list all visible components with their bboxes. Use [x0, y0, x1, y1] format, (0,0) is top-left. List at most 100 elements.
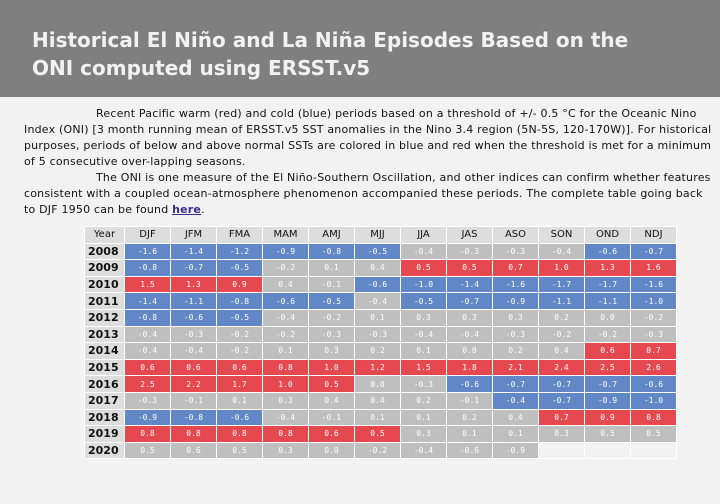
oni-cell: -0.8 [216, 292, 263, 310]
header-jja: JJA [400, 226, 447, 244]
oni-cell: 0.5 [124, 441, 171, 460]
header-mjj: MJJ [354, 226, 401, 244]
oni-cell: -0.2 [262, 325, 309, 344]
oni-cell: -0.9 [492, 292, 539, 310]
oni-cell: 0.7 [630, 342, 677, 360]
oni-cell: -0.8 [170, 408, 217, 427]
oni-cell: -0.9 [492, 441, 539, 460]
oni-cell: 0.1 [446, 425, 493, 443]
year-cell: 2009 [84, 259, 125, 277]
oni-cell: -1.7 [584, 275, 631, 294]
oni-cell: 2.5 [584, 358, 631, 377]
here-link[interactable]: here [172, 203, 202, 216]
table-row: 2008 -1.6 -1.4 -1.2 -0.9 -0.8 -0.5 -0.4 -0.3 -0.3… [84, 242, 677, 261]
title-banner: Historical El Niño and La Niña Episodes … [0, 0, 720, 97]
oni-cell: 0.5 [584, 425, 631, 443]
table-row: 2010 1.5 1.3 0.9 0.4 -0.1 -0.6 -1.0 -1.4 -1.6 -1.7… [84, 275, 677, 294]
oni-cell: 0.6 [308, 425, 355, 443]
table-row: 2016 2.5 2.2 1.7 1.0 0.5 0.0 -0.3 -0.6 -0.7 -0.7 -0… [84, 375, 677, 393]
oni-cell: -0.1 [446, 391, 493, 410]
header-fma: FMA [216, 226, 263, 244]
table-row: 2011 -1.4 -1.1 -0.8 -0.6 -0.5 -0.4 -0.5 -0.7 -0.9… [84, 292, 677, 310]
oni-cell: 0.0 [354, 375, 401, 393]
oni-cell: -1.6 [492, 275, 539, 294]
oni-cell: -0.7 [446, 292, 493, 310]
oni-cell: 0.9 [216, 275, 263, 294]
oni-cell: 0.7 [538, 408, 585, 427]
oni-cell: 1.7 [216, 375, 263, 393]
header-year: Year [84, 226, 125, 244]
oni-cell: -0.3 [492, 325, 539, 344]
oni-cell: 0.6 [124, 358, 171, 377]
oni-cell: 0.6 [170, 441, 217, 460]
oni-cell: -0.2 [216, 342, 263, 360]
oni-cell: 0.3 [492, 308, 539, 327]
oni-cell: -0.7 [630, 242, 677, 261]
oni-cell: -0.2 [630, 308, 677, 327]
table-row: 2019 0.8 0.8 0.8 0.8 0.6 0.5 0.3 0.1 0.1 0.3 0.5 0.5 [84, 425, 677, 443]
year-cell: 2015 [84, 358, 125, 377]
oni-cell [538, 441, 585, 460]
oni-cell: 0.8 [262, 358, 309, 377]
oni-cell: 2.1 [492, 358, 539, 377]
oni-cell: -1.2 [216, 242, 263, 261]
oni-cell: 1.2 [354, 358, 401, 377]
oni-cell: 0.3 [262, 391, 309, 410]
oni-cell: -1.6 [124, 242, 171, 261]
oni-cell: -0.3 [124, 391, 171, 410]
oni-cell: -0.7 [492, 375, 539, 393]
table-row: 2013 -0.4 -0.3 -0.2 -0.2 -0.3 -0.3 -0.4 -0.4 -0.3… [84, 325, 677, 344]
year-cell: 2014 [84, 342, 125, 360]
year-cell: 2020 [84, 441, 125, 460]
oni-cell: 0.5 [630, 425, 677, 443]
oni-cell: -0.7 [170, 259, 217, 277]
oni-cell: -0.3 [400, 375, 447, 393]
table-row: 2009 -0.8 -0.7 -0.5 -0.2 0.1 0.4 0.5 0.5 0.7 1.0 1.… [84, 259, 677, 277]
header-djf: DJF [124, 226, 171, 244]
oni-cell: 0.0 [308, 441, 355, 460]
oni-cell: -0.9 [584, 391, 631, 410]
year-cell: 2018 [84, 408, 125, 427]
year-cell: 2013 [84, 325, 125, 344]
oni-cell: -0.4 [262, 308, 309, 327]
oni-cell: 1.3 [584, 259, 631, 277]
oni-cell: 0.5 [400, 259, 447, 277]
oni-cell: 0.3 [400, 425, 447, 443]
oni-cell: 0.3 [262, 441, 309, 460]
header-ndj: NDJ [630, 226, 677, 244]
oni-cell: 0.8 [124, 425, 171, 443]
oni-cell: -0.3 [446, 242, 493, 261]
oni-cell: 0.2 [492, 342, 539, 360]
oni-cell: 0.5 [354, 425, 401, 443]
oni-cell: 0.6 [170, 358, 217, 377]
oni-cell: -0.4 [400, 441, 447, 460]
oni-cell: -0.4 [492, 391, 539, 410]
oni-cell: -0.4 [262, 408, 309, 427]
oni-cell: -0.3 [308, 325, 355, 344]
oni-cell: 0.3 [308, 342, 355, 360]
oni-cell: -0.6 [354, 275, 401, 294]
oni-cell: 0.4 [262, 275, 309, 294]
oni-cell: 1.0 [262, 375, 309, 393]
oni-cell: 2.5 [124, 375, 171, 393]
oni-cell: 0.8 [170, 425, 217, 443]
oni-cell: -0.7 [584, 375, 631, 393]
year-cell: 2011 [84, 292, 125, 310]
header-mam: MAM [262, 226, 309, 244]
oni-cell: -0.6 [584, 242, 631, 261]
oni-cell: 1.6 [630, 259, 677, 277]
oni-cell: -0.1 [308, 275, 355, 294]
oni-cell: -1.0 [630, 391, 677, 410]
oni-cell: 0.4 [354, 259, 401, 277]
oni-cell: 0.2 [538, 308, 585, 327]
oni-cell: -0.9 [262, 242, 309, 261]
oni-cell: 2.6 [630, 358, 677, 377]
oni-cell: 2.2 [170, 375, 217, 393]
table-row: 2015 0.6 0.6 0.6 0.8 1.0 1.2 1.5 1.8 2.1 2.4 2.5 2.6 [84, 358, 677, 377]
table-row: 2020 0.5 0.6 0.5 0.3 0.0 -0.2 -0.4 -0.6 -0.9 [84, 441, 677, 460]
title-line-2: ONI computed using ERSST.v5 [32, 56, 371, 80]
oni-cell: -1.4 [124, 292, 171, 310]
header-son: SON [538, 226, 585, 244]
oni-cell: -0.8 [124, 308, 171, 327]
year-cell: 2016 [84, 375, 125, 393]
